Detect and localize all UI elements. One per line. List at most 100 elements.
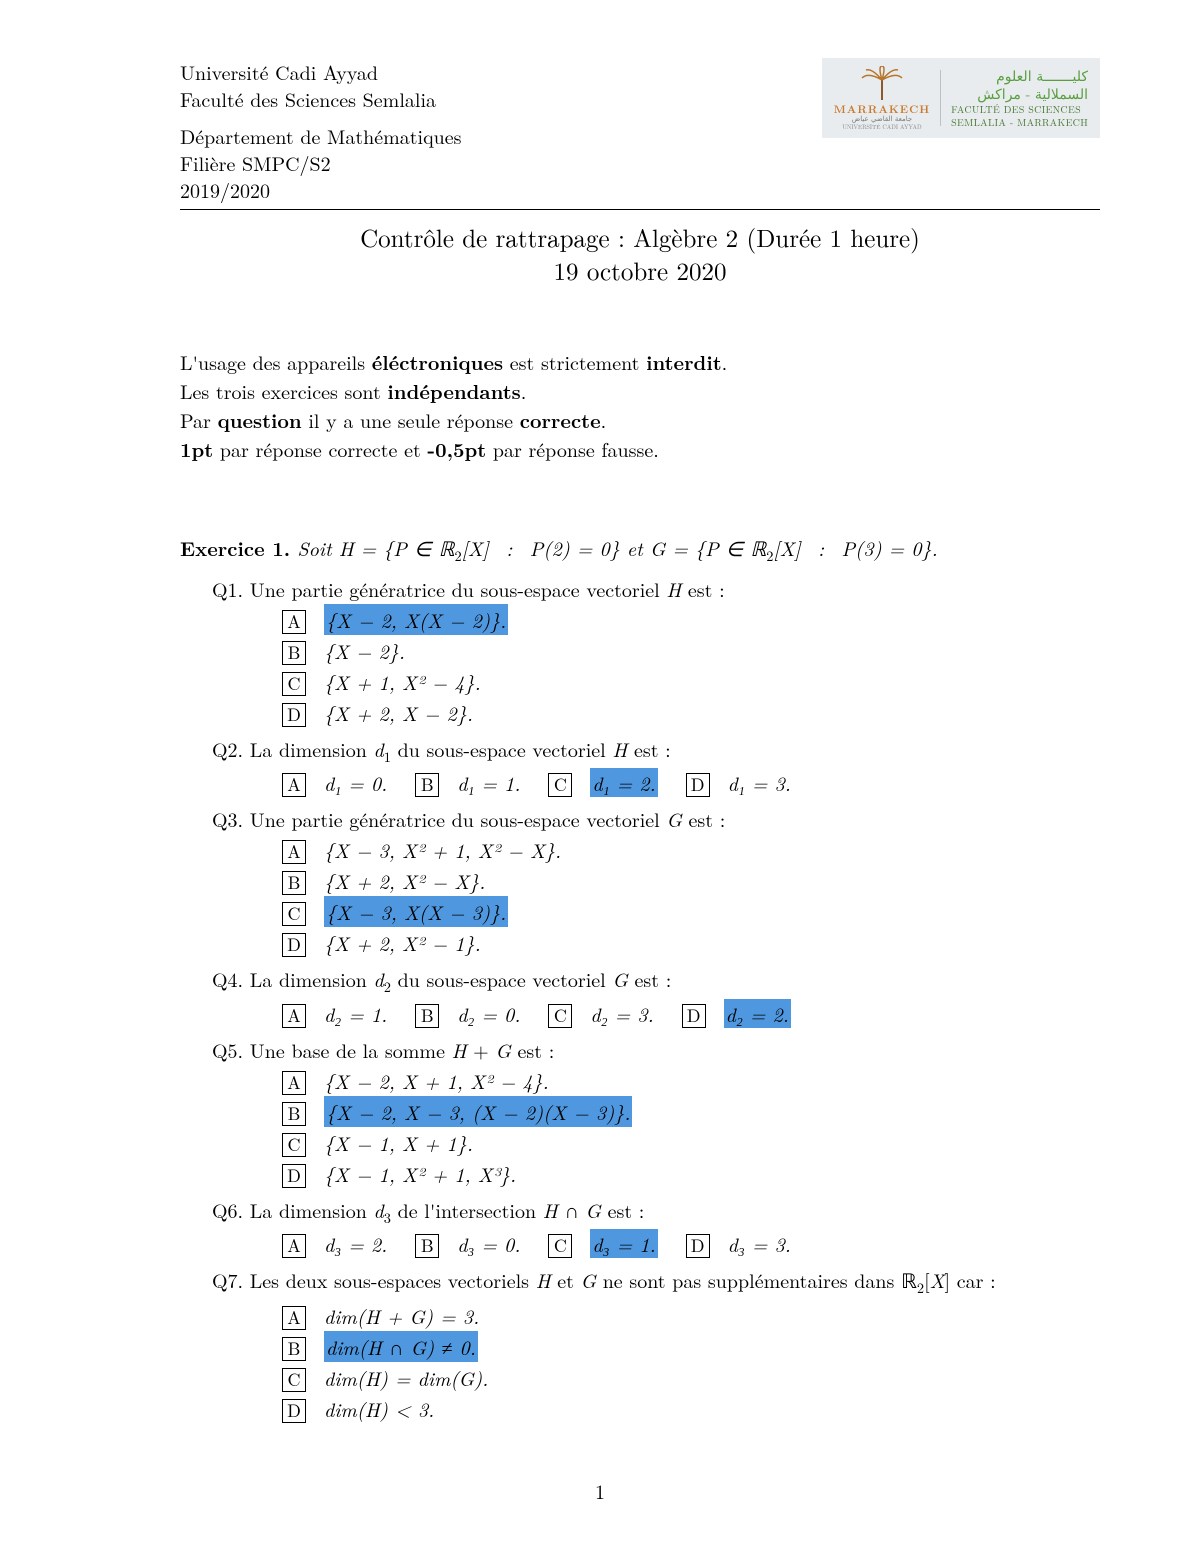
option-c: C {X − 3, X(X − 3)}. [282,896,1100,927]
choice-box-c: C [548,1004,572,1028]
choice-box-c: C [282,902,306,926]
intro-text: L'usage des appareils [180,347,372,376]
choice-box-b: B [282,1102,306,1126]
choice-box-b: B [282,1337,306,1361]
q-label: Q6. [212,1195,243,1224]
options: Ad₃ = 2. Bd₃ = 0. Cd₃ = 1. Dd₃ = 3. [282,1229,1100,1259]
options: Adim(H + G) = 3. Bdim(H ∩ G) ≠ 0. Cdim(H… [282,1300,1100,1424]
choice-box-c: C [548,773,572,797]
logo-marrakech: MARRAKECH جامعة القاضي عياض UNIVERSITÉ C… [834,66,930,130]
option-b: Bd₃ = 0. [415,1229,520,1259]
choice-box-a: A [282,773,306,797]
exercise-1: Exercice 1. Soit H = {P ∈ ℝ2[X] : P(2) =… [180,533,1100,1424]
choice-box-d: D [682,1004,706,1028]
department-line: Département de Mathématiques [180,122,462,149]
question-5: Q5. Une base de la somme H + G est : A{X… [212,1035,1100,1189]
intro-text: il y a une seule réponse [302,405,520,434]
option-b: Bdim(H ∩ G) ≠ 0. [282,1331,1100,1362]
option-a: Adim(H + G) = 3. [282,1300,1100,1331]
option-c: C {X − 1, X + 1}. [282,1127,1100,1158]
choice-box-d: D [282,1399,306,1423]
intro-line3: Par question il y a une seule réponse co… [180,405,1100,434]
option-text: {X + 2, X − 2}. [324,697,473,728]
option-text: {X − 1, X + 1}. [324,1127,473,1158]
choice-box-a: A [282,1004,306,1028]
option-a: A{X − 3, X² + 1, X² − X}. [282,834,1100,865]
intro-bold: 1pt [180,434,213,463]
choice-box-d: D [686,773,710,797]
option-text: d₂ = 2. [724,999,791,1028]
choice-box-d: D [686,1234,710,1258]
university-line: Université Cadi Ayyad [180,58,462,85]
header: Université Cadi Ayyad Faculté des Scienc… [180,58,1100,203]
intro-line1: L'usage des appareils éléctroniques est … [180,347,1100,376]
option-a: A{X − 2, X(X − 2)}. [282,604,1100,635]
choice-box-b: B [282,641,306,665]
choice-box-d: D [282,1164,306,1188]
intro-text: . [601,405,607,434]
header-rule [180,209,1100,210]
question-3: Q3. Une partie génératrice du sous-espac… [212,804,1100,958]
option-a: Ad₁ = 0. [282,768,387,798]
option-b: B{X − 2}. [282,635,1100,666]
option-a: Ad₃ = 2. [282,1229,387,1259]
option-b: B{X + 2, X² − X}. [282,865,1100,896]
option-text: {X + 2, X² − X}. [324,865,485,896]
q-text: La dimension d3 de l'intersection H ∩ G … [243,1195,644,1224]
option-text: dim(H + G) = 3. [324,1300,479,1331]
question-4: Q4. La dimension d2 du sous-espace vecto… [212,964,1100,1029]
option-c: C {X + 1, X² − 4}. [282,666,1100,697]
q-label: Q3. [212,804,243,833]
title-line1: Contrôle de rattrapage : Algèbre 2 (Duré… [180,222,1100,255]
option-a: Ad₂ = 1. [282,999,387,1029]
q-text: La dimension d1 du sous-espace vectoriel… [243,734,671,763]
option-text: d₁ = 0. [324,768,387,797]
option-text: {X − 2, X + 1, X² − 4}. [324,1065,549,1096]
intro-text: Les trois exercices sont [180,376,387,405]
option-text: d₂ = 1. [324,999,387,1028]
option-text: dim(H ∩ G) ≠ 0. [324,1331,478,1362]
exercise-stmt: Soit H = {P ∈ ℝ2[X] : P(2) = 0} et G = {… [290,533,937,562]
option-text: {X − 3, X(X − 3)}. [324,896,508,927]
choice-box-b: B [415,1004,439,1028]
exercise-statement: Exercice 1. Soit H = {P ∈ ℝ2[X] : P(2) =… [180,533,1100,568]
options: A{X − 2, X + 1, X² − 4}. B{X − 2, X − 3,… [282,1065,1100,1189]
option-text: {X − 1, X² + 1, X³}. [324,1158,516,1189]
option-text: dim(H) = dim(G). [324,1362,488,1393]
intro-line4: 1pt par réponse correcte et -0,5pt par r… [180,434,1100,463]
option-text: dim(H) < 3. [324,1393,434,1424]
q-label: Q1. [212,574,243,603]
option-b: B{X − 2, X − 3, (X − 2)(X − 3)}. [282,1096,1100,1127]
option-text: {X + 1, X² − 4}. [324,666,481,697]
option-b: Bd₂ = 0. [415,999,520,1029]
option-b: Bd₁ = 1. [415,768,520,798]
choice-box-d: D [282,933,306,957]
option-d: Ddim(H) < 3. [282,1393,1100,1424]
choice-box-a: A [282,1306,306,1330]
choice-box-b: B [415,773,439,797]
page: Université Cadi Ayyad Faculté des Scienc… [0,0,1200,1553]
intro-bold: éléctroniques [372,347,503,376]
intro-text: par réponse fausse. [486,434,659,463]
choice-box-c: C [282,672,306,696]
options: A{X − 2, X(X − 2)}. B{X − 2}. C {X + 1, X… [282,604,1100,728]
logo-right: كليـــــــة العلوم السملالية - مراكش FAC… [951,67,1088,129]
option-text: d₃ = 0. [457,1229,520,1258]
intro-bold: -0,5pt [427,434,486,463]
option-a: A{X − 2, X + 1, X² − 4}. [282,1065,1100,1096]
option-text: d₁ = 3. [728,768,791,797]
header-text: Université Cadi Ayyad Faculté des Scienc… [180,58,462,203]
option-text: d₂ = 3. [590,999,653,1028]
choice-box-c: C [282,1133,306,1157]
choice-box-a: A [282,1234,306,1258]
program-line: Filière SMPC/S2 [180,149,462,176]
choice-box-b: B [415,1234,439,1258]
q-text: Les deux sous-espaces vectoriels H et G … [243,1265,996,1294]
intro-text: est strictement [503,347,646,376]
option-text: {X − 2, X(X − 2)}. [324,604,508,635]
option-text: d₁ = 1. [457,768,520,797]
year-line: 2019/2020 [180,176,462,203]
logo-divider [940,70,941,126]
option-c: Cd₂ = 3. [548,999,653,1029]
palm-icon [858,66,906,102]
